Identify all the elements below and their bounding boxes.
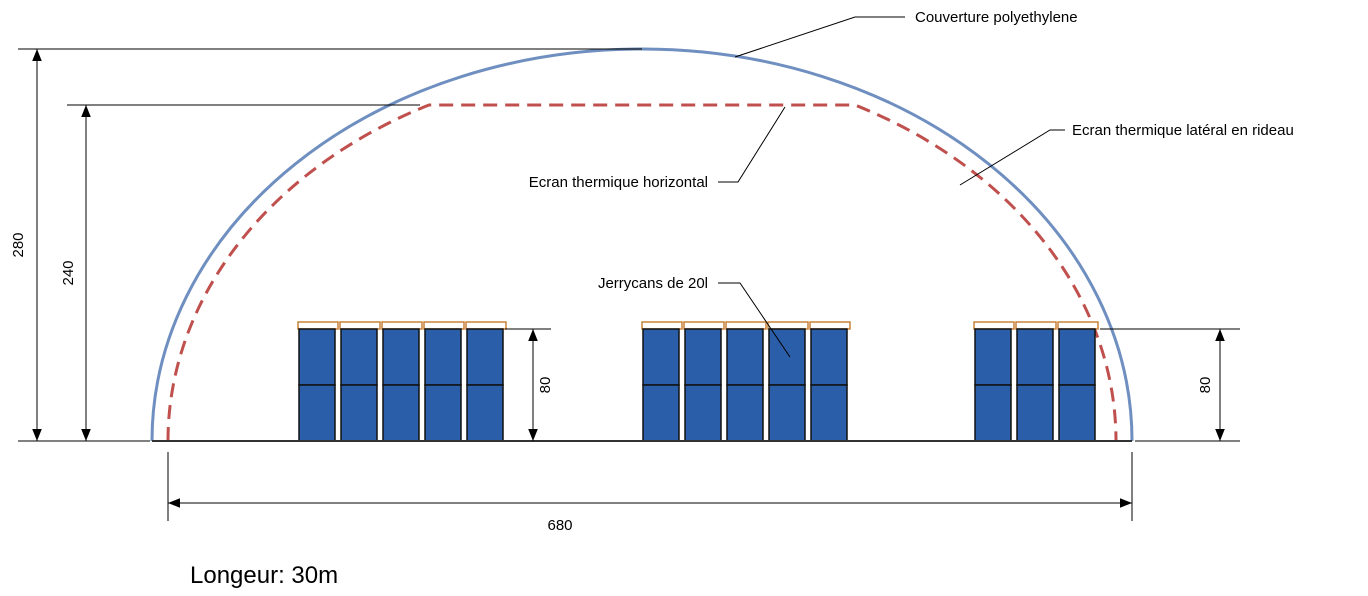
pallet bbox=[641, 321, 683, 330]
pallet bbox=[297, 321, 339, 330]
pallet bbox=[973, 321, 1015, 330]
height-label: 80 bbox=[1197, 377, 1214, 394]
jerrycan-stacks bbox=[297, 321, 1099, 442]
thermal-screen bbox=[166, 103, 1118, 442]
jerrycan bbox=[1058, 328, 1096, 386]
pallet bbox=[1057, 321, 1099, 330]
height-label: 240 bbox=[60, 260, 77, 285]
jerrycan bbox=[768, 328, 806, 386]
jerrycan bbox=[340, 328, 378, 386]
jerrycan bbox=[1016, 328, 1054, 386]
height-label: 80 bbox=[537, 377, 554, 394]
jerrycan bbox=[424, 384, 462, 442]
pallet bbox=[767, 321, 809, 330]
jerrycan bbox=[974, 328, 1012, 386]
jerrycan bbox=[466, 328, 504, 386]
jerrycan bbox=[726, 328, 764, 386]
pallet bbox=[809, 321, 851, 330]
jerrycan bbox=[298, 328, 336, 386]
jerrycans-label: Jerrycans de 20l bbox=[598, 275, 708, 292]
jerrycan bbox=[726, 384, 764, 442]
footer: Longeur: 30m bbox=[190, 562, 338, 589]
jerrycan bbox=[382, 384, 420, 442]
dimension-lines bbox=[18, 16, 1240, 521]
jerrycan bbox=[424, 328, 462, 386]
pallet bbox=[423, 321, 465, 330]
side-screen-label: Ecran thermique latéral en rideau bbox=[1072, 122, 1294, 139]
jerrycan bbox=[642, 384, 680, 442]
jerrycan bbox=[810, 328, 848, 386]
height-label: 280 bbox=[10, 232, 27, 257]
pallet bbox=[381, 321, 423, 330]
pallet bbox=[725, 321, 767, 330]
jerrycan bbox=[340, 384, 378, 442]
jerrycan bbox=[298, 384, 336, 442]
pallet bbox=[465, 321, 507, 330]
horizontal-screen-label: Ecran thermique horizontal bbox=[529, 174, 708, 191]
jerrycan bbox=[466, 384, 504, 442]
jerrycan bbox=[974, 384, 1012, 442]
jerrycan bbox=[382, 328, 420, 386]
jerrycan bbox=[684, 384, 722, 442]
pallet bbox=[1015, 321, 1057, 330]
pallet bbox=[683, 321, 725, 330]
jerrycan bbox=[768, 384, 806, 442]
cover-label: Couverture polyethylene bbox=[915, 9, 1078, 26]
jerrycan bbox=[1016, 384, 1054, 442]
pallet bbox=[339, 321, 381, 330]
jerrycan bbox=[810, 384, 848, 442]
width-label: 680 bbox=[547, 517, 572, 534]
jerrycan bbox=[642, 328, 680, 386]
jerrycan bbox=[1058, 384, 1096, 442]
jerrycan bbox=[684, 328, 722, 386]
